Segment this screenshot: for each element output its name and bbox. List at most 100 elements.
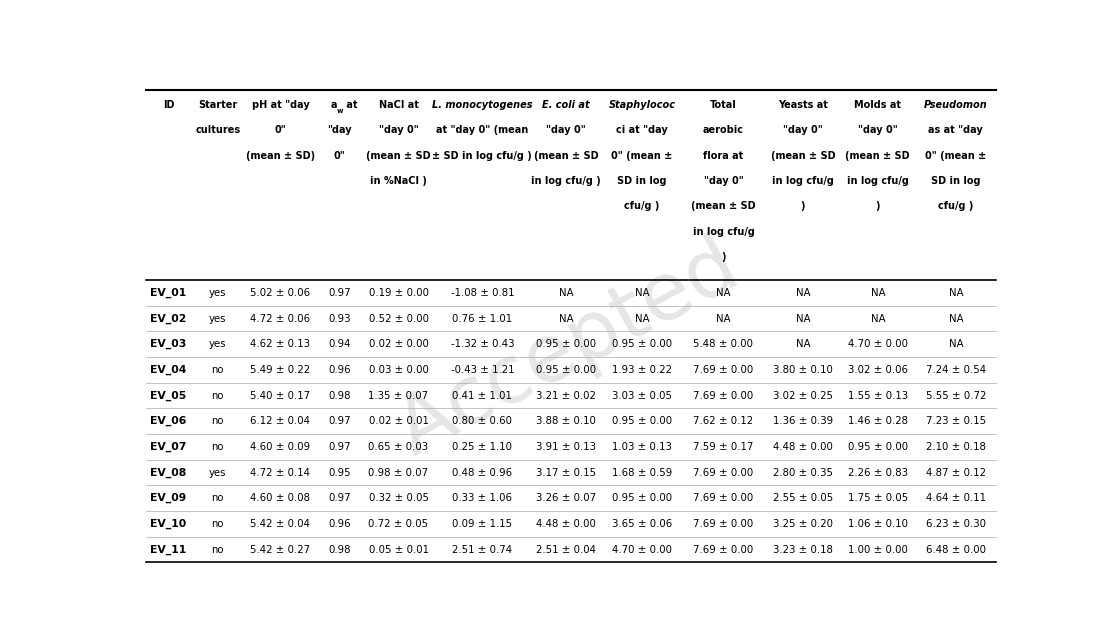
Text: 0.32 ± 0.05: 0.32 ± 0.05 bbox=[368, 493, 428, 503]
Text: EV_04: EV_04 bbox=[150, 365, 186, 375]
Text: 0": 0" bbox=[334, 150, 345, 161]
Text: 7.69 ± 0.00: 7.69 ± 0.00 bbox=[693, 467, 754, 478]
Text: in log cfu/g: in log cfu/g bbox=[847, 176, 908, 186]
Text: 3.21 ± 0.02: 3.21 ± 0.02 bbox=[536, 390, 596, 401]
Text: 0.96: 0.96 bbox=[328, 365, 350, 375]
Text: 0" (mean ±: 0" (mean ± bbox=[925, 150, 986, 161]
Text: no: no bbox=[212, 442, 224, 452]
Text: 0.97: 0.97 bbox=[328, 493, 350, 503]
Text: at "day 0" (mean: at "day 0" (mean bbox=[436, 125, 529, 135]
Text: 4.87 ± 0.12: 4.87 ± 0.12 bbox=[926, 467, 986, 478]
Text: 0.80 ± 0.60: 0.80 ± 0.60 bbox=[452, 416, 512, 426]
Text: 0" (mean ±: 0" (mean ± bbox=[611, 150, 672, 161]
Text: 7.69 ± 0.00: 7.69 ± 0.00 bbox=[693, 390, 754, 401]
Text: 5.42 ± 0.04: 5.42 ± 0.04 bbox=[251, 519, 311, 529]
Text: at: at bbox=[343, 100, 357, 110]
Text: 0.76 ± 1.01: 0.76 ± 1.01 bbox=[452, 314, 512, 323]
Text: 0.97: 0.97 bbox=[328, 288, 350, 298]
Text: 0": 0" bbox=[275, 125, 286, 135]
Text: L. monocytogenes: L. monocytogenes bbox=[433, 100, 532, 110]
Text: 0.02 ± 0.01: 0.02 ± 0.01 bbox=[368, 416, 428, 426]
Text: "day 0": "day 0" bbox=[378, 125, 418, 135]
Text: 1.35 ± 0.07: 1.35 ± 0.07 bbox=[368, 390, 428, 401]
Text: -1.08 ± 0.81: -1.08 ± 0.81 bbox=[450, 288, 515, 298]
Text: in %NaCl ): in %NaCl ) bbox=[370, 176, 427, 186]
Text: 0.09 ± 1.15: 0.09 ± 1.15 bbox=[452, 519, 512, 529]
Text: no: no bbox=[212, 493, 224, 503]
Text: 3.03 ± 0.05: 3.03 ± 0.05 bbox=[612, 390, 672, 401]
Text: 3.17 ± 0.15: 3.17 ± 0.15 bbox=[536, 467, 597, 478]
Text: a: a bbox=[330, 100, 337, 110]
Text: (mean ± SD): (mean ± SD) bbox=[246, 150, 315, 161]
Text: ): ) bbox=[721, 252, 725, 262]
Text: no: no bbox=[212, 365, 224, 375]
Text: NA: NA bbox=[948, 340, 963, 349]
Text: 0.03 ± 0.00: 0.03 ± 0.00 bbox=[368, 365, 428, 375]
Text: 4.70 ± 0.00: 4.70 ± 0.00 bbox=[612, 545, 672, 554]
Text: NA: NA bbox=[871, 314, 885, 323]
Text: cfu/g ): cfu/g ) bbox=[938, 201, 974, 212]
Text: 3.88 ± 0.10: 3.88 ± 0.10 bbox=[536, 416, 596, 426]
Text: 5.42 ± 0.27: 5.42 ± 0.27 bbox=[251, 545, 311, 554]
Text: 5.02 ± 0.06: 5.02 ± 0.06 bbox=[251, 288, 311, 298]
Text: EV_02: EV_02 bbox=[150, 314, 186, 324]
Text: 4.48 ± 0.00: 4.48 ± 0.00 bbox=[536, 519, 596, 529]
Text: (mean ± SD: (mean ± SD bbox=[691, 201, 756, 212]
Text: cfu/g ): cfu/g ) bbox=[624, 201, 660, 212]
Text: 3.02 ± 0.25: 3.02 ± 0.25 bbox=[773, 390, 833, 401]
Text: 2.51 ± 0.04: 2.51 ± 0.04 bbox=[536, 545, 597, 554]
Text: 1.46 ± 0.28: 1.46 ± 0.28 bbox=[847, 416, 908, 426]
Text: 4.72 ± 0.06: 4.72 ± 0.06 bbox=[251, 314, 311, 323]
Text: ± SD in log cfu/g ): ± SD in log cfu/g ) bbox=[433, 150, 532, 161]
Text: 0.95 ± 0.00: 0.95 ± 0.00 bbox=[536, 340, 597, 349]
Text: yes: yes bbox=[210, 340, 226, 349]
Text: "day: "day bbox=[327, 125, 352, 135]
Text: w: w bbox=[337, 108, 344, 114]
Text: 2.51 ± 0.74: 2.51 ± 0.74 bbox=[452, 545, 512, 554]
Text: 6.12 ± 0.04: 6.12 ± 0.04 bbox=[251, 416, 311, 426]
Text: Yeasts at: Yeasts at bbox=[777, 100, 827, 110]
Text: SD in log: SD in log bbox=[932, 176, 980, 186]
Text: EV_08: EV_08 bbox=[151, 467, 186, 478]
Text: 4.64 ± 0.11: 4.64 ± 0.11 bbox=[926, 493, 986, 503]
Text: 0.25 ± 1.10: 0.25 ± 1.10 bbox=[452, 442, 512, 452]
Text: ): ) bbox=[801, 201, 805, 212]
Text: NA: NA bbox=[716, 288, 731, 298]
Text: 2.10 ± 0.18: 2.10 ± 0.18 bbox=[926, 442, 986, 452]
Text: 7.62 ± 0.12: 7.62 ± 0.12 bbox=[693, 416, 753, 426]
Text: 1.75 ± 0.05: 1.75 ± 0.05 bbox=[847, 493, 908, 503]
Text: E. coli at: E. coli at bbox=[542, 100, 590, 110]
Text: 1.36 ± 0.39: 1.36 ± 0.39 bbox=[773, 416, 833, 426]
Text: -1.32 ± 0.43: -1.32 ± 0.43 bbox=[450, 340, 515, 349]
Text: 0.33 ± 1.06: 0.33 ± 1.06 bbox=[452, 493, 512, 503]
Text: 7.69 ± 0.00: 7.69 ± 0.00 bbox=[693, 519, 754, 529]
Text: NA: NA bbox=[559, 314, 573, 323]
Text: 0.19 ± 0.00: 0.19 ± 0.00 bbox=[368, 288, 428, 298]
Text: Pseudomon: Pseudomon bbox=[924, 100, 988, 110]
Text: 0.95 ± 0.00: 0.95 ± 0.00 bbox=[612, 340, 672, 349]
Text: cultures: cultures bbox=[195, 125, 241, 135]
Text: 4.70 ± 0.00: 4.70 ± 0.00 bbox=[847, 340, 908, 349]
Text: 7.69 ± 0.00: 7.69 ± 0.00 bbox=[693, 365, 754, 375]
Text: 3.02 ± 0.06: 3.02 ± 0.06 bbox=[847, 365, 908, 375]
Text: 7.24 ± 0.54: 7.24 ± 0.54 bbox=[926, 365, 986, 375]
Text: (mean ± SD: (mean ± SD bbox=[771, 150, 835, 161]
Text: 0.95: 0.95 bbox=[328, 467, 350, 478]
Text: 0.94: 0.94 bbox=[328, 340, 350, 349]
Text: 0.95 ± 0.00: 0.95 ± 0.00 bbox=[847, 442, 908, 452]
Text: "day 0": "day 0" bbox=[783, 125, 823, 135]
Text: 0.97: 0.97 bbox=[328, 442, 350, 452]
Text: SD in log: SD in log bbox=[618, 176, 667, 186]
Text: 0.41 ± 1.01: 0.41 ± 1.01 bbox=[452, 390, 512, 401]
Text: yes: yes bbox=[210, 467, 226, 478]
Text: 3.65 ± 0.06: 3.65 ± 0.06 bbox=[612, 519, 672, 529]
Text: 7.23 ± 0.15: 7.23 ± 0.15 bbox=[926, 416, 986, 426]
Text: NA: NA bbox=[634, 288, 649, 298]
Text: 4.48 ± 0.00: 4.48 ± 0.00 bbox=[773, 442, 833, 452]
Text: 1.68 ± 0.59: 1.68 ± 0.59 bbox=[612, 467, 672, 478]
Text: as at "day: as at "day bbox=[928, 125, 984, 135]
Text: 1.03 ± 0.13: 1.03 ± 0.13 bbox=[612, 442, 672, 452]
Text: 0.95 ± 0.00: 0.95 ± 0.00 bbox=[612, 416, 672, 426]
Text: pH at "day: pH at "day bbox=[252, 100, 309, 110]
Text: 1.00 ± 0.00: 1.00 ± 0.00 bbox=[848, 545, 908, 554]
